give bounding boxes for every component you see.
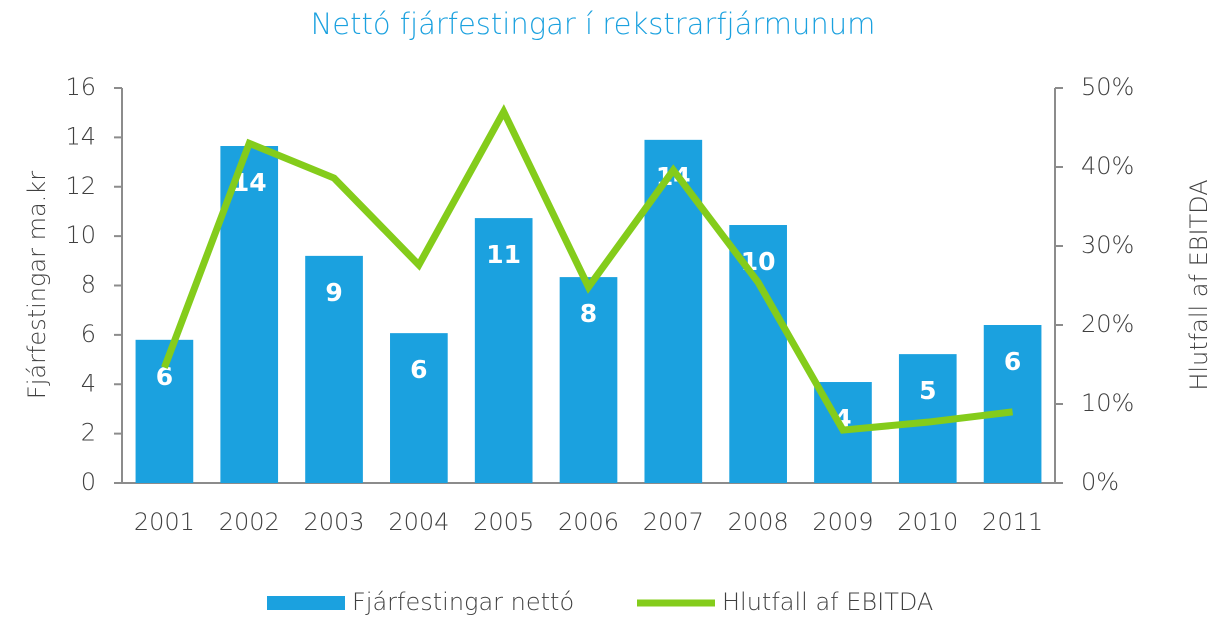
x-tick-label: 2003 [304,508,365,536]
data-label: 11 [486,240,521,269]
bar [305,255,363,483]
data-label: 6 [156,362,173,391]
y-tick-label: 4 [81,369,96,397]
y-tick-label: 2 [81,419,96,447]
bar [729,225,787,483]
bar [390,333,448,483]
legend-label: Hlutfall af EBITDA [722,588,933,616]
y2-tick-label: 40% [1081,152,1134,180]
y2-tick-label: 30% [1081,231,1134,259]
x-tick-label: 2006 [558,508,619,536]
data-label: 5 [919,376,936,405]
y2-tick-label: 0% [1081,468,1119,496]
x-tick-label: 2005 [473,508,534,536]
data-label: 8 [580,299,597,328]
x-tick-label: 2002 [219,508,280,536]
y2-axis-label: Hlutfall af EBITDA [1185,179,1213,390]
y2-tick-label: 10% [1081,389,1134,417]
data-label: 6 [1004,347,1021,376]
data-label: 9 [325,278,342,307]
y-tick-label: 8 [81,271,96,299]
x-tick-label: 2011 [982,508,1043,536]
y-tick-label: 6 [81,320,96,348]
chart-title: Nettó fjárfestingar í rekstrarfjármunum [311,7,876,41]
data-label: 6 [410,355,427,384]
legend-label: Fjárfestingar nettó [352,588,574,616]
y-tick-label: 10 [65,221,96,249]
bar [474,218,533,483]
line [161,104,1014,434]
y-tick-label: 14 [65,122,96,150]
y2-tick-label: 20% [1081,310,1134,338]
x-tick-label: 2008 [728,508,789,536]
y-tick-label: 12 [65,172,96,200]
y-tick-label: 16 [65,73,96,101]
y-axis-label: Fjárfestingar ma.kr [23,171,51,399]
x-tick-label: 2001 [134,508,195,536]
bar [983,325,1042,483]
y2-tick-label: 50% [1081,73,1134,101]
x-tick-label: 2004 [388,508,449,536]
y-tick-label: 0 [81,468,96,496]
x-tick-label: 2007 [643,508,704,536]
bar [559,277,618,483]
legend-swatch [267,596,345,610]
x-tick-label: 2009 [812,508,873,536]
x-tick-label: 2010 [897,508,958,536]
